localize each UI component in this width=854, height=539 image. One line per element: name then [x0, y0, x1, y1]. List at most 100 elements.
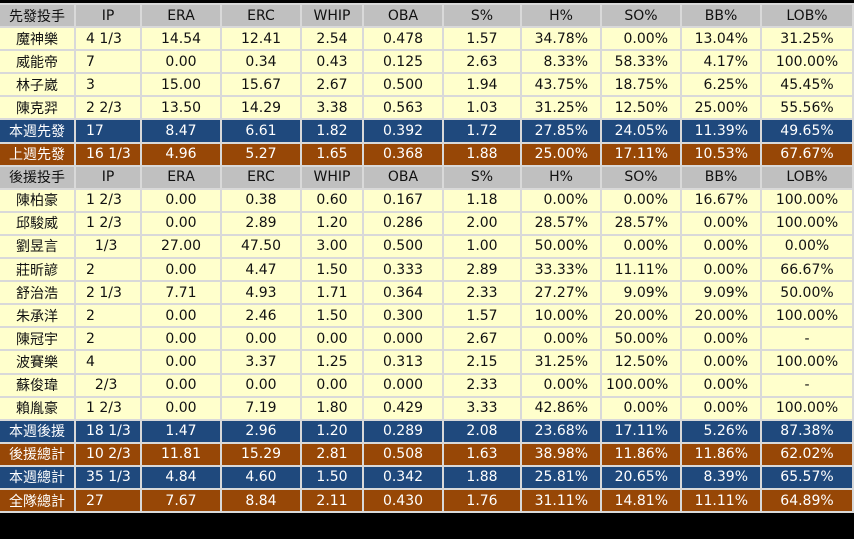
table-row: 波賽樂 4 0.00 3.37 1.25 0.313 2.15 31.25% 12.50% 0.0… [0, 351, 852, 373]
cell-bb-pct: 4.17% [682, 51, 760, 73]
cell-h-pct: 50.00% [522, 235, 600, 258]
cell-oba: 0.286 [364, 212, 442, 234]
cell-h-pct: 42.86% [522, 397, 600, 419]
cell-bb-pct: 11.39% [682, 120, 760, 142]
cell-s-pct: 2.00 [444, 212, 520, 234]
cell-ip: 1 2/3 [76, 397, 140, 419]
header-lob-pct: LOB% [762, 166, 852, 188]
header-erc: ERC [222, 5, 300, 27]
cell-s-pct: 1.63 [444, 443, 520, 465]
cell-name: 威能帝 [0, 51, 74, 73]
cell-h-pct: 31.25% [522, 351, 600, 373]
cell-oba: 0.000 [364, 374, 442, 396]
cell-h-pct: 25.81% [522, 466, 600, 488]
cell-so-pct: 11.11% [602, 259, 680, 281]
cell-era: 0.00 [142, 189, 220, 211]
cell-whip: 0.43 [302, 51, 362, 73]
cell-erc: 0.38 [222, 189, 300, 211]
cell-ip: 2 [76, 328, 140, 350]
cell-oba: 0.313 [364, 351, 442, 373]
cell-ip: 2 [76, 305, 140, 327]
cell-bb-pct: 5.26% [682, 420, 760, 442]
cell-h-pct: 34.78% [522, 28, 600, 50]
cell-so-pct: 11.86% [602, 443, 680, 465]
cell-s-pct: 1.18 [444, 189, 520, 211]
cell-lob-pct: 64.89% [762, 489, 852, 512]
table-row: 蘇俊瑋 2/3 0.00 0.00 0.00 0.000 2.33 0.00% 100.00%… [0, 374, 852, 396]
cell-bb-pct: 10.53% [682, 143, 760, 165]
table-row: 陳克羿 2 2/3 13.50 14.29 3.38 0.563 1.03 31.25% 12.… [0, 97, 852, 119]
cell-h-pct: 10.00% [522, 305, 600, 327]
cell-erc: 2.96 [222, 420, 300, 442]
cell-oba: 0.500 [364, 235, 442, 258]
cell-whip: 0.60 [302, 189, 362, 211]
cell-whip: 2.81 [302, 443, 362, 465]
cell-oba: 0.500 [364, 74, 442, 96]
cell-so-pct: 0.00% [602, 189, 680, 211]
cell-so-pct: 0.00% [602, 397, 680, 419]
cell-era: 13.50 [142, 97, 220, 119]
cell-whip: 1.50 [302, 466, 362, 488]
cell-ip: 7 [76, 51, 140, 73]
cell-erc: 47.50 [222, 235, 300, 258]
header-era: ERA [142, 166, 220, 188]
table-row: 劉昱言 1/3 27.00 47.50 3.00 0.500 1.00 50.00% 0.00… [0, 235, 852, 258]
cell-so-pct: 14.81% [602, 489, 680, 512]
cell-so-pct: 20.00% [602, 305, 680, 327]
cell-erc: 4.93 [222, 282, 300, 304]
cell-ip: 16 1/3 [76, 143, 140, 165]
cell-lob-pct: 0.00% [762, 235, 852, 258]
summary-row: 本週總計 35 1/3 4.84 4.60 1.50 0.342 1.88 25.81% 20.… [0, 466, 852, 488]
cell-name: 本週後援 [0, 420, 74, 442]
header-whip: WHIP [302, 166, 362, 188]
cell-so-pct: 12.50% [602, 97, 680, 119]
cell-era: 0.00 [142, 397, 220, 419]
cell-ip: 2 1/3 [76, 282, 140, 304]
cell-s-pct: 2.67 [444, 328, 520, 350]
cell-name: 林子崴 [0, 74, 74, 96]
cell-erc: 4.60 [222, 466, 300, 488]
cell-ip: 1 2/3 [76, 189, 140, 211]
cell-whip: 1.25 [302, 351, 362, 373]
cell-era: 7.71 [142, 282, 220, 304]
cell-s-pct: 2.15 [444, 351, 520, 373]
header-so-pct: SO% [602, 5, 680, 27]
cell-name: 蘇俊瑋 [0, 374, 74, 396]
header-s-pct: S% [444, 166, 520, 188]
cell-name: 莊昕諺 [0, 259, 74, 281]
cell-s-pct: 1.57 [444, 28, 520, 50]
cell-era: 0.00 [142, 212, 220, 234]
cell-lob-pct: 100.00% [762, 397, 852, 419]
cell-oba: 0.563 [364, 97, 442, 119]
cell-so-pct: 100.00% [602, 374, 680, 396]
header-era: ERA [142, 5, 220, 27]
cell-name: 劉昱言 [0, 235, 74, 258]
cell-s-pct: 3.33 [444, 397, 520, 419]
cell-so-pct: 0.00% [602, 235, 680, 258]
cell-oba: 0.430 [364, 489, 442, 512]
cell-oba: 0.368 [364, 143, 442, 165]
cell-bb-pct: 0.00% [682, 212, 760, 234]
cell-name: 舒治浩 [0, 282, 74, 304]
table-row: 威能帝 7 0.00 0.34 0.43 0.125 2.63 8.33% 58.33% 4.17… [0, 51, 852, 73]
cell-s-pct: 2.33 [444, 374, 520, 396]
cell-lob-pct: 100.00% [762, 212, 852, 234]
cell-h-pct: 0.00% [522, 328, 600, 350]
cell-oba: 0.429 [364, 397, 442, 419]
cell-name: 本週先發 [0, 120, 74, 142]
cell-erc: 4.47 [222, 259, 300, 281]
cell-s-pct: 1.57 [444, 305, 520, 327]
header-bb-pct: BB% [682, 166, 760, 188]
cell-oba: 0.333 [364, 259, 442, 281]
cell-bb-pct: 20.00% [682, 305, 760, 327]
cell-era: 1.47 [142, 420, 220, 442]
cell-so-pct: 17.11% [602, 143, 680, 165]
header-erc: ERC [222, 166, 300, 188]
table-row: 林子崴 3 15.00 15.67 2.67 0.500 1.94 43.75% 18.75% 6… [0, 74, 852, 96]
cell-ip: 1 2/3 [76, 212, 140, 234]
header-so-pct: SO% [602, 166, 680, 188]
header-row: 後援投手 IP ERA ERC WHIP OBA S% H% SO% BB% LOB% [0, 166, 852, 188]
cell-bb-pct: 16.67% [682, 189, 760, 211]
cell-lob-pct: 100.00% [762, 51, 852, 73]
summary-row: 後援總計 10 2/3 11.81 15.29 2.81 0.508 1.63 38.98% 1… [0, 443, 852, 465]
